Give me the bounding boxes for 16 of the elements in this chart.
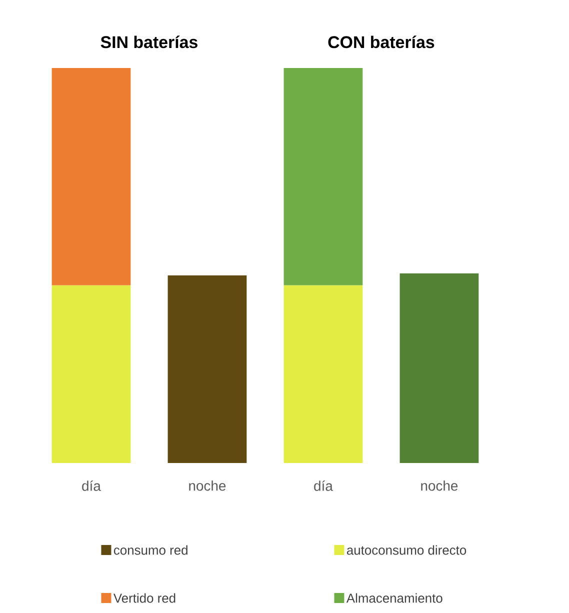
- x-tick-label: día: [82, 480, 101, 491]
- bar: [52, 285, 131, 463]
- x-tick-label: noche: [189, 480, 226, 491]
- text: SIN baterías: [100, 36, 198, 48]
- bar: [400, 273, 479, 463]
- x-tick-label: día: [314, 480, 333, 491]
- bar: [284, 68, 363, 286]
- bar: [284, 285, 363, 463]
- bar: [168, 275, 247, 463]
- bar: [52, 68, 131, 286]
- x-tick-label: noche: [421, 480, 458, 491]
- legend-label: Vertido red: [113, 593, 176, 603]
- legend-label: autoconsumo directo: [346, 545, 466, 555]
- legend-label: consumo red: [114, 545, 188, 555]
- text: CON baterías: [328, 36, 434, 48]
- legend-label: Almacenamiento: [346, 593, 442, 603]
